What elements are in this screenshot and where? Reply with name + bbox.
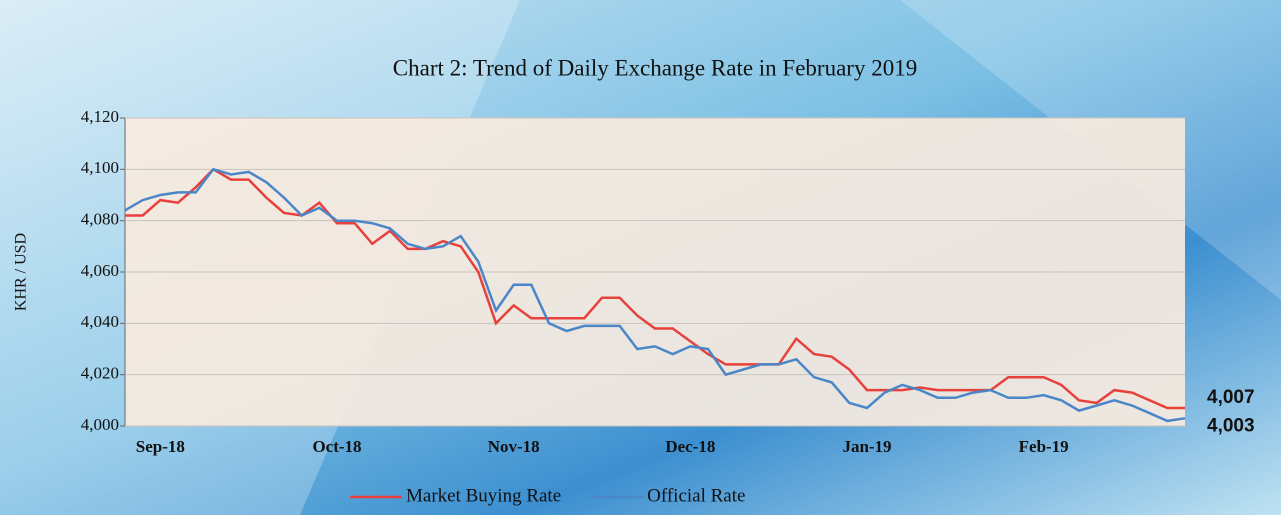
y-tick-label: 4,000 [81,415,119,434]
y-tick-label: 4,040 [81,312,119,331]
y-tick-label: 4,100 [81,158,119,177]
y-tick-label: 4,080 [81,210,119,229]
y-tick-label: 4,060 [81,261,119,280]
chart: Chart 2: Trend of Daily Exchange Rate in… [0,0,1281,515]
y-tick-label: 4,020 [81,364,119,383]
y-axis-title: KHR / USD [13,233,30,311]
y-tick-label: 4,120 [81,107,119,126]
x-tick-label: Dec-18 [665,437,715,456]
legend-label: Market Buying Rate [406,485,561,506]
x-tick-label: Oct-18 [312,437,361,456]
data-label: 4,007 [1207,387,1255,408]
chart-title: Chart 2: Trend of Daily Exchange Rate in… [393,55,917,80]
legend-label: Official Rate [647,485,745,506]
x-tick-label: Sep-18 [136,437,185,456]
x-tick-label: Jan-19 [842,437,891,456]
x-tick-label: Nov-18 [488,437,540,456]
x-tick-label: Feb-19 [1019,437,1069,456]
data-label: 4,003 [1207,415,1255,436]
